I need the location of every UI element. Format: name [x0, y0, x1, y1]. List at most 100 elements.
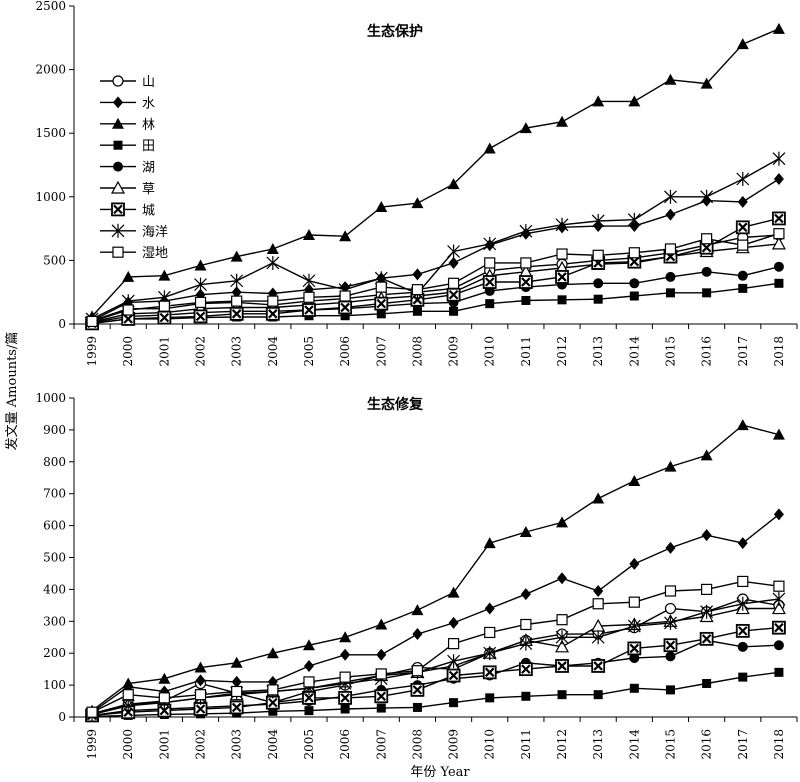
x-tick-label: 2010 [483, 729, 497, 760]
series-diamond [87, 508, 784, 719]
data-point [412, 268, 423, 281]
data-point [231, 675, 242, 688]
series-line [91, 598, 779, 716]
legend-marker [113, 161, 123, 172]
x-tick-label: 2018 [772, 729, 786, 760]
data-point [122, 304, 134, 316]
series-line [91, 513, 780, 713]
data-point [701, 233, 713, 245]
x-tick-label: 2005 [302, 729, 316, 760]
data-point [520, 618, 532, 631]
data-point [157, 310, 172, 325]
legend-item: 水 [100, 96, 155, 111]
series-triangle [86, 419, 785, 716]
data-point [194, 689, 207, 701]
data-point [702, 679, 712, 689]
data-point [266, 255, 280, 270]
data-point [772, 151, 786, 166]
legend-label: 田 [142, 139, 155, 154]
x-tick-label: 2011 [519, 336, 533, 367]
data-point [266, 242, 279, 254]
data-point [591, 213, 605, 228]
y-axis-title: 发文量 Amounts/篇 [4, 332, 20, 451]
data-point [265, 306, 280, 321]
data-point [122, 270, 135, 282]
data-point [340, 704, 350, 714]
data-point [122, 689, 134, 701]
data-point [773, 261, 784, 272]
legend-label: 湿地 [142, 246, 168, 261]
legend-item: 田 [100, 139, 155, 154]
series-line [91, 424, 780, 712]
data-point [627, 641, 642, 656]
series-circle [87, 635, 784, 721]
data-point [376, 309, 386, 319]
data-point [737, 575, 749, 588]
data-point [230, 250, 243, 262]
legend-item: 湿地 [100, 246, 168, 261]
data-point [449, 306, 459, 316]
legend-label: 湖 [142, 161, 155, 176]
data-point [592, 598, 604, 610]
data-point [483, 537, 496, 549]
data-point [122, 677, 135, 689]
data-point [737, 195, 748, 208]
x-tick-label: 2003 [230, 336, 244, 367]
data-point [556, 248, 568, 260]
data-point [593, 294, 603, 304]
legend-label: 草 [142, 182, 155, 197]
x-tick-label: 2014 [627, 336, 641, 367]
data-point [773, 172, 784, 185]
legend-item: 林 [100, 117, 155, 133]
x-tick-label: 2016 [700, 336, 714, 367]
y-tick-label: 200 [43, 646, 66, 660]
data-point [592, 492, 605, 504]
data-point [485, 299, 495, 309]
data-point [627, 619, 641, 634]
x-tick-label: 2004 [266, 729, 280, 760]
y-tick-label: 500 [43, 253, 66, 267]
data-point [629, 652, 640, 663]
data-point [735, 220, 750, 235]
series-line [91, 178, 780, 322]
x-tick-label: 2011 [519, 729, 533, 760]
data-point [699, 631, 714, 646]
data-point [447, 178, 460, 190]
data-point [592, 249, 604, 261]
data-point [267, 684, 279, 696]
data-point [303, 659, 314, 672]
data-point [375, 618, 388, 630]
data-point [265, 695, 280, 710]
data-point [302, 228, 315, 240]
x-tick-label: 2015 [663, 729, 677, 760]
data-point [774, 278, 784, 288]
data-point [412, 702, 422, 712]
y-tick-label: 1000 [35, 190, 66, 204]
data-point [338, 690, 353, 705]
data-point [772, 591, 786, 606]
data-point [556, 516, 569, 528]
data-point [374, 689, 389, 704]
x-tick-label: 2000 [121, 336, 135, 367]
data-point [520, 257, 532, 269]
series-line [91, 598, 780, 715]
series-square-open [86, 575, 785, 718]
legend-label: 海洋 [142, 225, 168, 240]
data-point [591, 659, 606, 673]
x-tick-label: 2013 [591, 336, 605, 367]
data-point [628, 95, 641, 107]
data-point [446, 287, 461, 302]
data-point [665, 208, 676, 221]
data-point [628, 247, 640, 259]
legend-marker [110, 180, 126, 194]
data-point [86, 706, 98, 718]
chart-title: 生态修复 [367, 396, 424, 413]
data-point [267, 295, 279, 307]
data-point [521, 691, 531, 701]
data-point [375, 668, 387, 680]
data-point [231, 286, 242, 299]
data-point [629, 557, 640, 570]
data-point [194, 277, 207, 292]
x-tick-label: 2016 [700, 729, 714, 760]
data-point [773, 640, 784, 651]
